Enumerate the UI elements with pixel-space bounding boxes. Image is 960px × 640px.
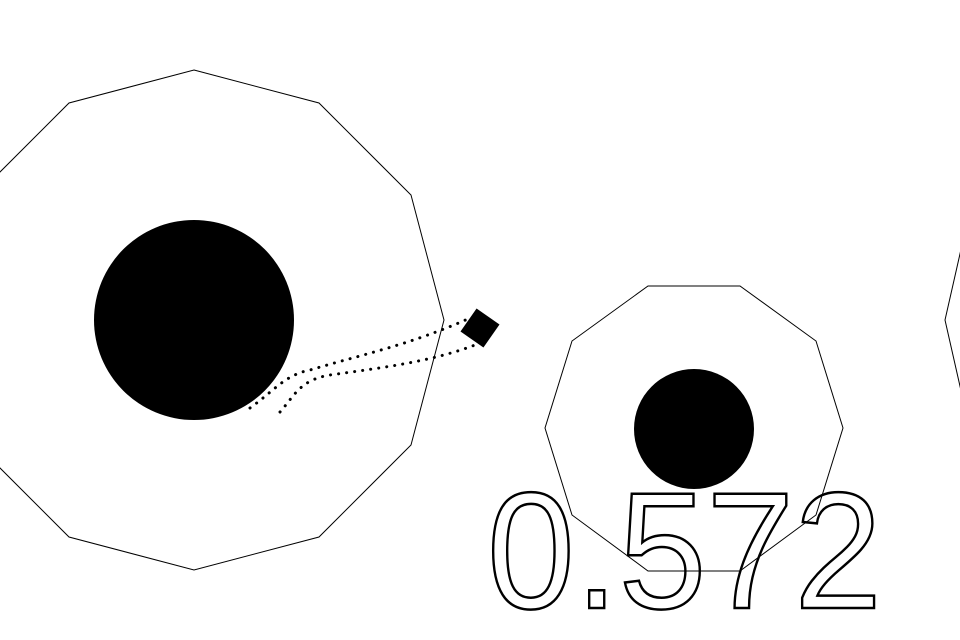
large-planet	[94, 220, 294, 420]
score: 0.572	[487, 459, 882, 640]
small-orbit	[544, 285, 844, 572]
next-orbit	[944, 251, 960, 389]
large-orbit	[0, 69, 445, 571]
small-planet	[634, 369, 754, 489]
ship	[460, 308, 500, 348]
